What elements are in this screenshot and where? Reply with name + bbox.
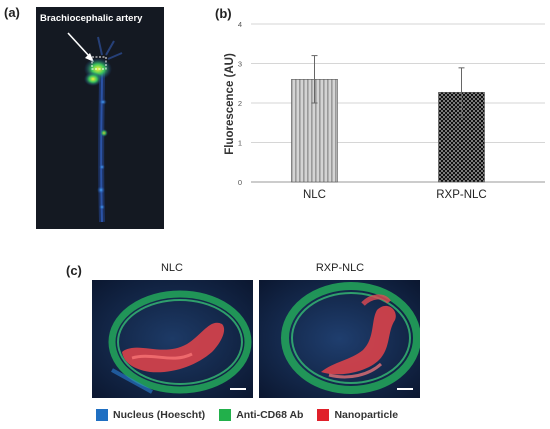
- panel-a-label: (a): [4, 5, 20, 20]
- y-tick-label: 3: [238, 60, 242, 69]
- micrograph-title-rxp-nlc: RXP-NLC: [315, 262, 365, 274]
- micrograph-nlc: [92, 280, 253, 398]
- x-tick-label-rxp-nlc: RXP-NLC: [436, 189, 486, 201]
- x-tick-label-nlc: NLC: [303, 189, 326, 201]
- panel-c-label: (c): [66, 263, 82, 278]
- micrograph-legend: Nucleus (Hoescht) Anti-CD68 Ab Nanoparti…: [96, 409, 412, 421]
- panel-b-label: (b): [215, 6, 232, 21]
- micrograph-rxp-nlc: [259, 280, 420, 398]
- chart-x-tick-labels: NLC RXP-NLC: [303, 189, 487, 201]
- legend-swatch-anti-cd68: [219, 409, 232, 421]
- y-tick-label: 2: [238, 99, 242, 108]
- aorta-fluorescence-drawing: [67, 32, 123, 223]
- legend-label-nanoparticle: Nanoparticle: [334, 409, 399, 421]
- chart-y-tick-labels: 0 1 2 3 4: [238, 20, 242, 187]
- legend-item-nucleus: Nucleus (Hoescht): [96, 409, 205, 421]
- legend-item-anti-cd68: Anti-CD68 Ab: [219, 409, 303, 421]
- fluorescence-bar-chart: 0 1 2 3 4 NLC RXP-NLC Fluorescence (AU): [224, 20, 545, 201]
- chart-error-bars: [311, 55, 465, 118]
- chart-y-axis-label: Fluorescence (AU): [224, 53, 236, 155]
- legend-label-anti-cd68: Anti-CD68 Ab: [236, 409, 304, 421]
- y-tick-label: 1: [238, 139, 242, 148]
- micrograph-rxp-nlc-drawing: [259, 280, 420, 398]
- y-tick-label: 0: [238, 178, 242, 187]
- chart-bars: [291, 79, 485, 183]
- brachiocephalic-artery-label: Brachiocephalic artery: [40, 13, 143, 24]
- legend-label-nucleus: Nucleus (Hoescht): [113, 409, 206, 421]
- legend-item-nanoparticle: Nanoparticle: [317, 409, 398, 421]
- micrograph-title-nlc: NLC: [160, 262, 183, 274]
- aorta-fluorescence-image: Brachiocephalic artery: [36, 7, 164, 229]
- legend-swatch-nanoparticle: [317, 409, 330, 421]
- micrograph-nlc-drawing: [92, 280, 253, 398]
- y-tick-label: 4: [238, 20, 242, 29]
- legend-swatch-nucleus: [96, 409, 108, 421]
